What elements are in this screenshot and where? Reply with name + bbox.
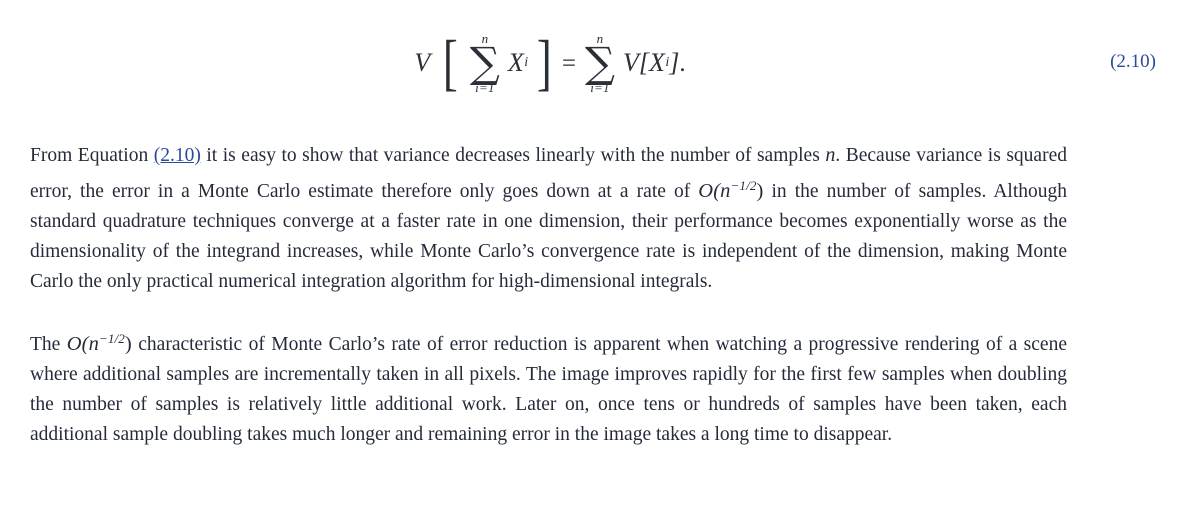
body-text-block: From Equation (2.10) it is easy to show … — [30, 140, 1067, 450]
inline-math-big-o: O(n−1/2) — [698, 178, 764, 202]
paragraph-text-segment: From Equation — [30, 145, 154, 166]
big-o-exponent: −1/2 — [98, 330, 125, 346]
paragraph-text-segment: in the number of samples. Although stand… — [30, 180, 1067, 292]
equation-terminator: . — [679, 49, 686, 77]
equation-lhs-operator: V — [414, 48, 431, 77]
big-o-exponent: −1/2 — [730, 178, 757, 193]
equation-number-label: (2.10) — [1110, 51, 1156, 72]
summation-sign-icon: ∑ — [469, 37, 500, 87]
inline-math-big-o: O(n−1/2) — [66, 330, 132, 355]
summation-lower-limit: i=1 — [475, 80, 495, 96]
equation-bracket-close: ] — [537, 28, 552, 97]
equation-rhs-summation: n ∑ i=1 — [585, 32, 615, 94]
equation-rhs-bracket-open: [ — [638, 48, 649, 77]
paragraph-progressive-rendering: The O(n−1/2) characteristic of Monte Car… — [30, 324, 1067, 450]
paragraph-text-segment: . Because variance is squared error, the… — [30, 145, 1067, 202]
big-o-base: O(n — [698, 179, 731, 202]
equation-rhs-term: X — [648, 48, 665, 77]
big-o-base: O(n — [66, 332, 99, 355]
equation-bracket-open: [ — [443, 28, 459, 97]
paragraph-text-segment: it is easy to show that variance decreas… — [200, 145, 826, 166]
big-o-close-paren: ) — [756, 179, 764, 202]
big-o-close-paren: ) — [124, 332, 132, 355]
equation-reference-link[interactable]: (2.10) — [153, 145, 201, 166]
summation-sign-icon: ∑ — [584, 37, 615, 87]
equation-equals-sign: = — [561, 49, 576, 77]
paragraph-text-segment: characteristic of Monte Carlo’s rate of … — [30, 333, 1067, 445]
inline-math-n: n — [825, 144, 836, 166]
paragraph-text-segment: The — [30, 333, 67, 355]
summation-upper-limit: n — [596, 30, 604, 46]
summation-lower-limit: i=1 — [590, 80, 610, 96]
equation-lhs-term: X — [507, 48, 524, 77]
equation-lhs-term-subscript: i — [524, 55, 529, 70]
paragraph-variance: From Equation (2.10) it is easy to show … — [30, 140, 1067, 297]
summation-upper-limit: n — [481, 30, 489, 46]
equation-lhs-summation: n ∑ i=1 — [470, 32, 500, 94]
equation-rhs-operator: V — [622, 48, 639, 77]
equation-rhs-bracket-close: ] — [669, 48, 680, 77]
equation-rhs-term-subscript: i — [665, 55, 670, 70]
